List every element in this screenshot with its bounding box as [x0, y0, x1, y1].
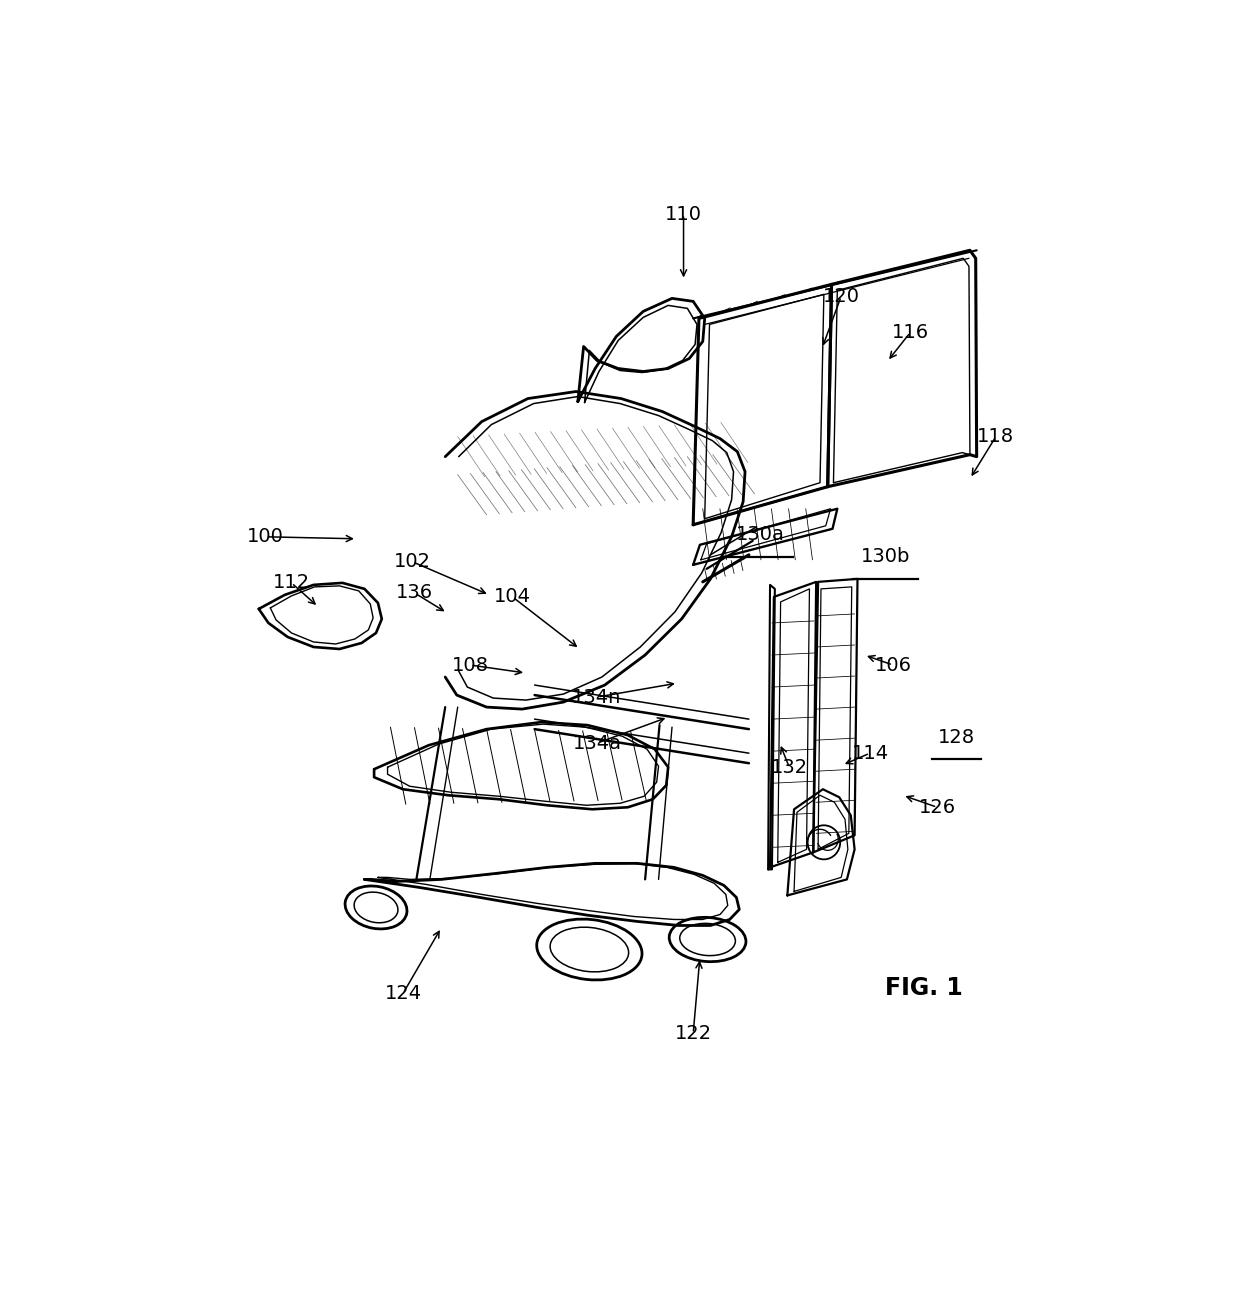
- Text: 100: 100: [247, 527, 284, 546]
- Text: 110: 110: [665, 204, 702, 224]
- Text: 122: 122: [675, 1024, 712, 1043]
- Text: 118: 118: [977, 427, 1014, 446]
- Text: 114: 114: [852, 744, 889, 762]
- Text: 116: 116: [892, 323, 929, 342]
- Text: 104: 104: [494, 587, 531, 606]
- Text: 136: 136: [396, 583, 433, 602]
- Text: 120: 120: [822, 286, 859, 306]
- Text: FIG. 1: FIG. 1: [885, 976, 962, 999]
- Text: 108: 108: [451, 656, 489, 674]
- Text: 126: 126: [919, 798, 956, 817]
- Text: 134n: 134n: [573, 687, 621, 706]
- Text: 134a: 134a: [573, 734, 621, 753]
- Text: 112: 112: [273, 574, 310, 592]
- Text: 102: 102: [394, 553, 432, 571]
- Text: 124: 124: [384, 984, 422, 1003]
- Text: 128: 128: [937, 727, 975, 747]
- Text: 106: 106: [874, 656, 911, 674]
- Text: 130a: 130a: [737, 526, 785, 544]
- Text: 132: 132: [771, 757, 807, 777]
- Text: 130b: 130b: [861, 548, 910, 566]
